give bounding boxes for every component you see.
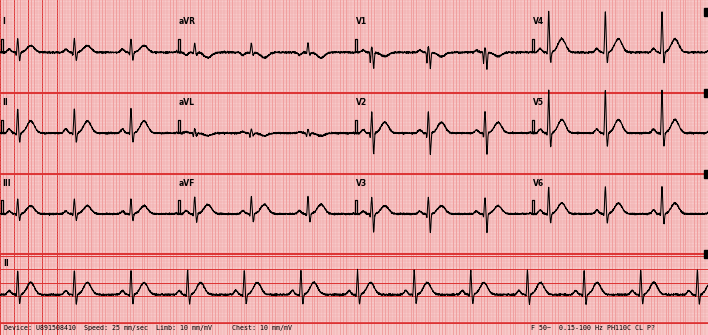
Text: V6: V6 <box>533 179 544 188</box>
Text: V4: V4 <box>533 17 544 26</box>
Text: aVF: aVF <box>179 179 195 188</box>
Text: aVL: aVL <box>179 98 195 107</box>
Bar <box>704 8 708 16</box>
Bar <box>704 250 708 258</box>
Text: II: II <box>3 259 8 268</box>
Text: aVR: aVR <box>179 17 196 26</box>
Text: F 50~  0.15-100 Hz PH110C CL P?: F 50~ 0.15-100 Hz PH110C CL P? <box>531 325 655 331</box>
Text: V3: V3 <box>356 179 367 188</box>
Text: I: I <box>2 17 5 26</box>
Text: V1: V1 <box>356 17 367 26</box>
Text: V2: V2 <box>356 98 367 107</box>
Text: Device: U891508410  Speed: 25 mm/sec  Limb: 10 mm/mV     Chest: 10 mm/mV: Device: U891508410 Speed: 25 mm/sec Limb… <box>4 325 292 331</box>
Bar <box>704 170 708 178</box>
Text: III: III <box>2 179 11 188</box>
Text: V5: V5 <box>533 98 544 107</box>
Text: II: II <box>2 98 8 107</box>
Bar <box>704 89 708 97</box>
